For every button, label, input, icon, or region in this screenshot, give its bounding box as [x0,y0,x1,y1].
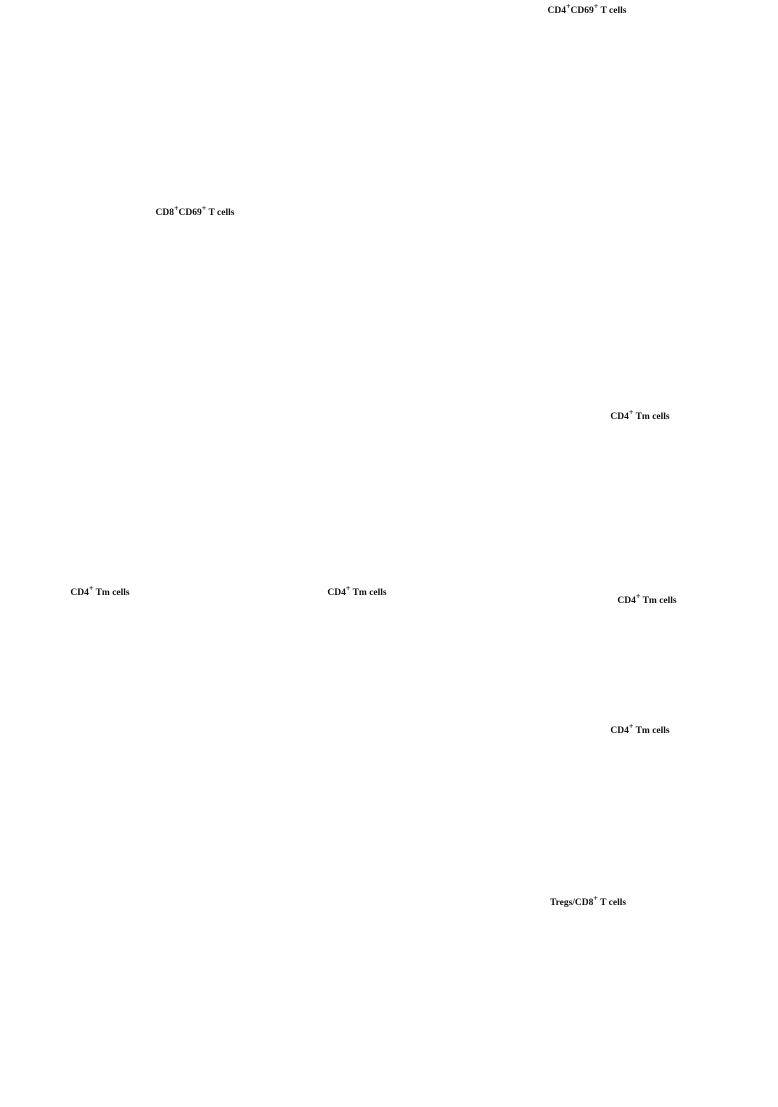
panel-l: CD4+ Tm cells [512,580,778,720]
panel-h [190,400,490,580]
panel-m: CD4+ Tm cells [512,718,778,883]
panel-c-title: CD4+CD69+ T cells [547,2,627,17]
panel-b-plot [200,0,395,195]
panel-e-tsne [388,198,588,398]
panel-c-plot [392,0,778,195]
panel-m-title: CD4+ Tm cells [610,722,670,737]
panel-b [200,0,395,195]
panel-k: CD4+ Tm cells [212,580,512,885]
panel-j-title: CD4+ Tm cells [70,584,130,599]
panel-n-plot [0,884,360,1107]
panel-o-plot [358,884,778,1107]
panel-j-heatmap [0,580,215,880]
panel-f-stacked-bar [588,198,778,398]
panel-d: CD8+CD69+ T cells [0,198,390,398]
panel-g-bar [0,400,190,580]
panel-n [0,884,360,1107]
panel-k-title: CD4+ Tm cells [327,584,387,599]
panel-h-dotplot [190,400,490,580]
panel-o-title: Tregs/CD8+ T cells [549,894,627,909]
panel-e [388,198,588,398]
panel-i: CD4+ Tm cells [480,400,778,580]
panel-i-venn [480,400,778,580]
panel-i-title: CD4+ Tm cells [610,408,670,423]
panel-l-title: CD4+ Tm cells [617,592,677,607]
panel-a-plot [0,0,200,195]
panel-g [0,400,190,580]
panel-d-title: CD8+CD69+ T cells [155,204,235,219]
panel-f [588,198,778,398]
panel-c: CD4+CD69+ T cells [392,0,778,195]
panel-a [0,0,200,195]
panel-d-plot [0,198,390,398]
panel-j: CD4+ Tm cells [0,580,215,880]
panel-o: Tregs/CD8+ T cells [358,884,778,1107]
panel-k-dotplot [212,580,512,885]
panel-m-heatmap [512,718,778,883]
